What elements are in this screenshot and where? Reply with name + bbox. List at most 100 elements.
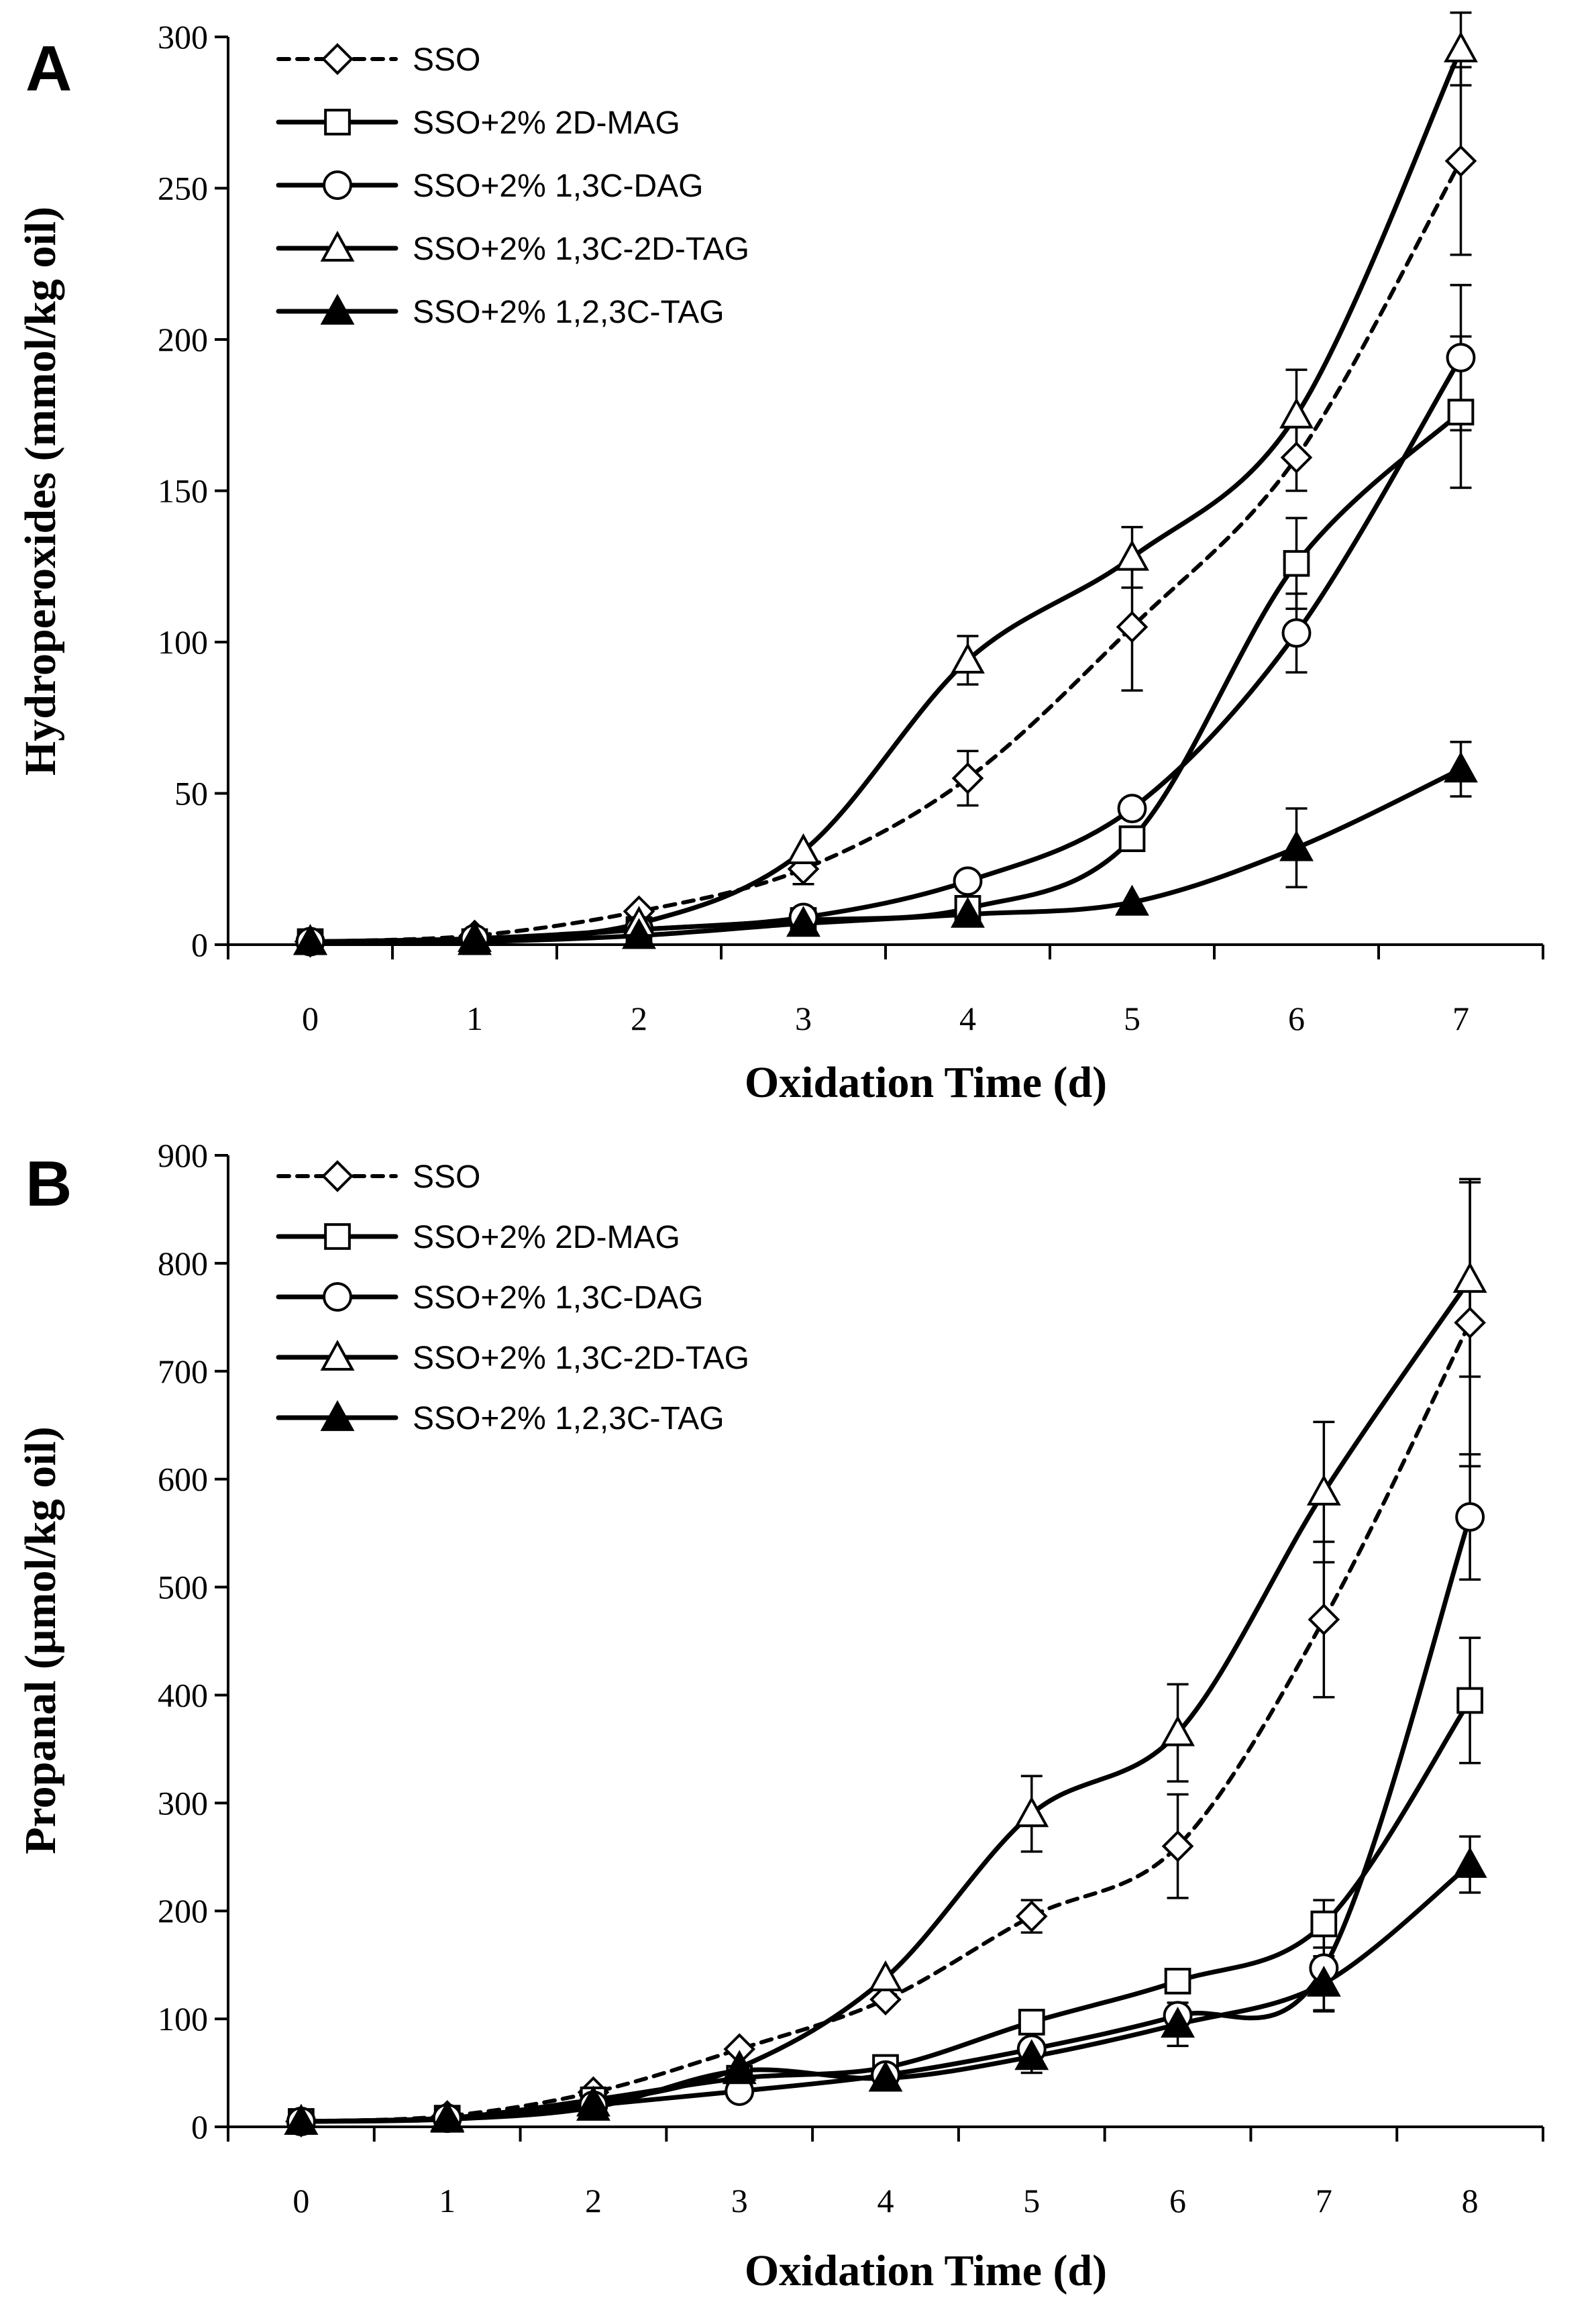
legend-label-b-4: SSO+2% 1,2,3C-TAG [413,1401,725,1436]
data-point-a-s4 [1115,884,1149,916]
data-point-b-s0 [1161,1830,1194,1862]
data-point-a-s3 [1115,539,1149,571]
data-point-b-s4 [868,2060,903,2092]
x-tick-label-b: 8 [1462,2182,1479,2219]
data-point-b-s4 [1161,2006,1195,2038]
data-point-a-s1 [1118,825,1146,853]
data-point-b-s3 [1161,1715,1195,1746]
data-point-a-s4 [293,924,327,955]
data-point-a-s4 [622,918,656,949]
data-point-b-s1 [1310,1910,1338,1938]
x-axis-title-b: Oxidation Time (d) [745,2246,1107,2295]
data-point-a-s4 [1279,830,1314,861]
legend-marker-b-0 [321,1160,354,1192]
data-point-b-s4 [430,2101,465,2133]
legend-marker-a-4 [320,293,355,325]
legend-marker-b-1 [324,1223,351,1250]
data-point-b-s4 [576,2089,610,2121]
legend-label-b-2: SSO+2% 1,3C-DAG [413,1280,704,1316]
y-tick-label-a: 200 [158,321,208,358]
data-point-b-s3 [868,1960,903,1991]
series-line-b-2 [299,1514,1473,2124]
x-tick-label-b: 4 [877,2182,894,2219]
data-point-b-s0 [1015,1900,1048,1933]
data-point-b-s2 [1455,1502,1485,1532]
data-point-a-s0 [951,762,984,794]
legend-marker-b-4 [320,1400,355,1431]
legend-marker-a-3 [320,230,355,262]
legend-label-b-1: SSO+2% 2D-MAG [413,1220,680,1255]
panel-a: A Hydroperoxides (mmol/kg oil) Oxidation… [16,11,1544,1107]
data-point-a-s4 [1444,751,1478,783]
x-tick-label-a: 1 [466,1000,483,1037]
y-tick-label-b: 400 [158,1676,208,1714]
y-axis-title-b: Propanal (μmol/kg oil) [16,1426,65,1854]
data-point-a-s3 [786,833,820,865]
y-tick-label-a: 0 [191,926,208,963]
legend-label-a-3: SSO+2% 1,3C-2D-TAG [413,231,749,267]
data-point-b-s4 [1452,1846,1487,1878]
legend-marker-a-0 [321,43,354,75]
data-point-a-s2 [953,866,983,896]
series-line-a-3 [308,46,1463,944]
data-point-b-s4 [722,2053,757,2085]
data-point-b-s1 [1456,1687,1483,1714]
data-point-a-s0 [1280,441,1313,474]
panel-label-a: A [25,33,72,105]
x-tick-label-b: 2 [585,2182,602,2219]
legend-label-a-2: SSO+2% 1,3C-DAG [413,168,704,204]
x-tick-label-b: 5 [1023,2182,1040,2219]
data-point-a-s3 [951,642,985,674]
y-tick-label-b: 900 [158,1137,208,1174]
y-tick-label-b: 0 [191,2108,208,2146]
x-tick-label-b: 1 [439,2182,456,2219]
y-tick-label-b: 700 [158,1353,208,1390]
y-tick-label-a: 50 [174,775,208,812]
data-point-b-s4 [1306,1965,1341,1997]
x-tick-label-a: 5 [1124,1000,1140,1037]
x-tick-label-b: 7 [1316,2182,1332,2219]
legend-label-b-0: SSO [413,1159,480,1195]
x-tick-label-a: 6 [1288,1000,1305,1037]
data-point-a-s2 [1117,794,1147,824]
data-point-a-s4 [786,906,820,937]
x-tick-label-a: 4 [959,1000,976,1037]
data-point-a-s1 [1447,399,1475,426]
legend-marker-a-2 [323,170,352,200]
data-point-a-s3 [1444,31,1478,62]
data-point-b-s3 [1014,1796,1049,1828]
data-point-a-s0 [1444,145,1477,177]
series-line-b-3 [299,1277,1473,2124]
data-point-a-s2 [1446,343,1476,373]
data-point-a-s4 [951,896,985,928]
legend-label-a-0: SSO [413,42,480,78]
data-point-a-s1 [1283,549,1310,577]
x-tick-label-b: 6 [1169,2182,1186,2219]
y-tick-label-b: 600 [158,1461,208,1498]
data-point-b-s3 [1306,1474,1341,1506]
y-tick-label-b: 200 [158,1892,208,1930]
legend-marker-b-3 [320,1339,355,1371]
data-point-b-s0 [1308,1603,1340,1636]
y-tick-label-b: 100 [158,2000,208,2038]
data-point-b-s1 [1018,2009,1045,2036]
data-point-b-s3 [1452,1261,1487,1293]
x-tick-label-b: 3 [731,2182,748,2219]
y-tick-label-b: 500 [158,1569,208,1606]
legend-marker-a-1 [324,109,351,136]
panel-b: B Propanal (μmol/kg oil) Oxidation Time … [16,1137,1544,2295]
y-tick-label-a: 100 [158,623,208,661]
data-point-a-s4 [458,924,492,955]
data-point-b-s0 [1454,1306,1486,1339]
x-tick-label-a: 0 [302,1000,319,1037]
y-tick-label-a: 300 [158,18,208,56]
data-point-a-s2 [1281,618,1312,648]
legend-marker-b-2 [323,1282,352,1312]
data-point-b-s4 [1014,2039,1049,2070]
y-tick-label-b: 800 [158,1245,208,1282]
data-point-b-s4 [284,2103,319,2135]
x-tick-label-b: 0 [292,2182,309,2219]
y-axis-title-a: Hydroperoxides (mmol/kg oil) [16,207,65,776]
legend-label-a-4: SSO+2% 1,2,3C-TAG [413,295,725,330]
